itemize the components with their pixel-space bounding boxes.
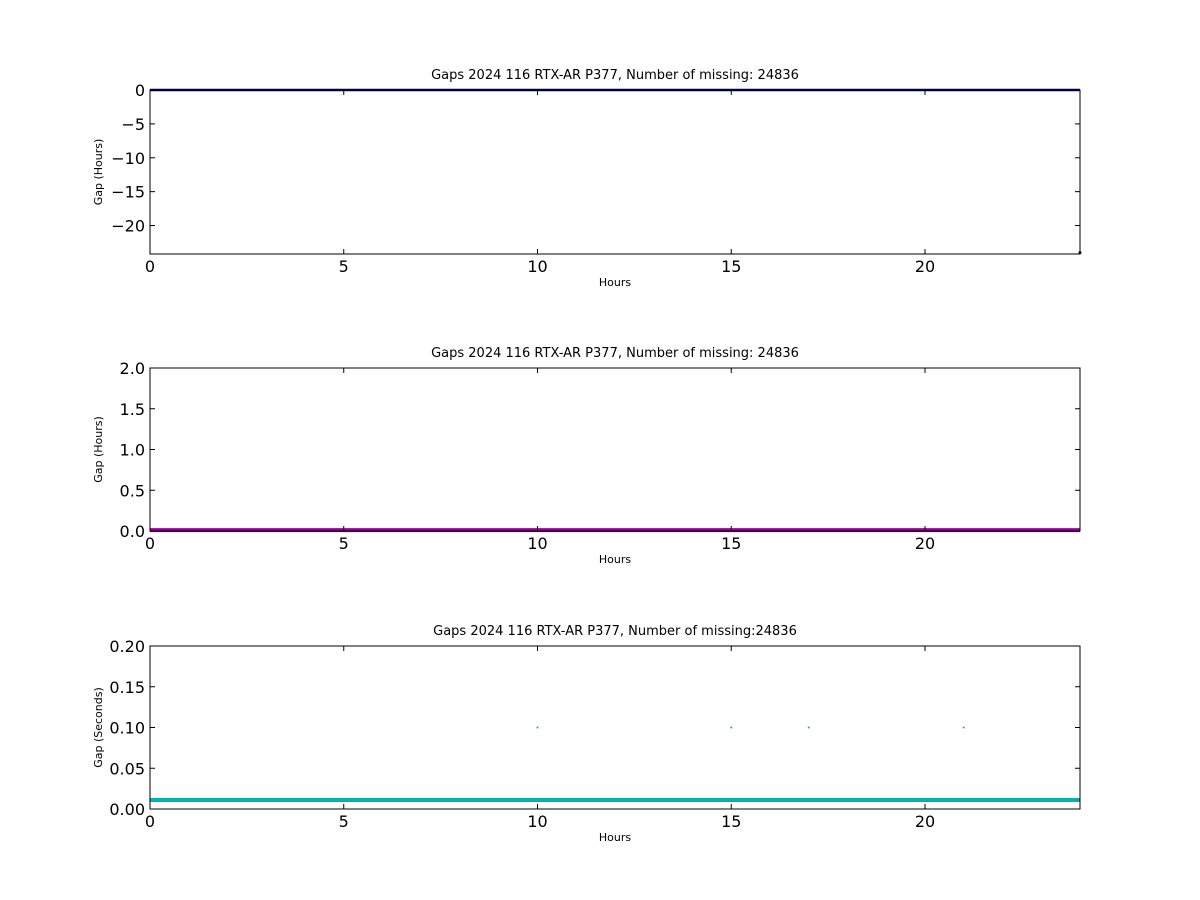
y-tick-label: −10 — [111, 149, 145, 168]
x-axis-label: Hours — [599, 553, 631, 566]
y-tick-label: −5 — [121, 115, 145, 134]
plot-frame — [149, 367, 1081, 532]
y-tick-label: −20 — [111, 217, 145, 236]
y-tick-label: 2.0 — [120, 359, 145, 378]
x-tick-label: 5 — [339, 257, 349, 276]
data-point — [962, 726, 965, 729]
x-tick-label: 5 — [339, 534, 349, 553]
chart-title: Gaps 2024 116 RTX-AR P377, Number of mis… — [431, 68, 799, 83]
chart-panel-1: Gaps 2024 116 RTX-AR P377, Number of mis… — [92, 68, 1082, 289]
y-tick-label: 0.0 — [120, 522, 145, 541]
y-tick-label: 1.5 — [120, 400, 145, 419]
data-point — [536, 726, 539, 729]
x-tick-label: 5 — [339, 812, 349, 831]
x-tick-label: 20 — [915, 257, 935, 276]
data-point — [807, 726, 810, 729]
y-tick-label: 0.00 — [109, 800, 145, 819]
y-tick-label: 0.05 — [109, 759, 145, 778]
y-tick-label: 0.5 — [120, 481, 145, 500]
y-tick-label: 1.0 — [120, 441, 145, 460]
x-tick-label: 15 — [721, 812, 741, 831]
y-tick-label: 0.15 — [109, 678, 145, 697]
x-tick-label: 10 — [527, 812, 547, 831]
x-tick-label: 10 — [527, 534, 547, 553]
y-axis-label: Gap (Seconds) — [92, 687, 105, 768]
x-tick-label: 10 — [527, 257, 547, 276]
data-point — [730, 726, 733, 729]
x-tick-label: 0 — [145, 257, 155, 276]
y-tick-label: 0 — [135, 81, 145, 100]
plot-frame — [149, 645, 1081, 810]
x-tick-label: 20 — [915, 812, 935, 831]
x-axis-label: Hours — [599, 276, 631, 289]
y-tick-label: 0.20 — [109, 637, 145, 656]
chart-title: Gaps 2024 116 RTX-AR P377, Number of mis… — [431, 346, 799, 361]
chart-panel-2: Gaps 2024 116 RTX-AR P377, Number of mis… — [92, 346, 1081, 566]
y-axis-label: Gap (Hours) — [92, 139, 105, 206]
x-tick-label: 0 — [145, 534, 155, 553]
x-tick-label: 20 — [915, 534, 935, 553]
y-axis-label: Gap (Hours) — [92, 416, 105, 483]
x-tick-label: 0 — [145, 812, 155, 831]
plot-frame — [149, 89, 1081, 255]
x-tick-label: 15 — [721, 257, 741, 276]
x-tick-label: 15 — [721, 534, 741, 553]
chart-title: Gaps 2024 116 RTX-AR P377, Number of mis… — [433, 624, 797, 639]
chart-panel-3: Gaps 2024 116 RTX-AR P377, Number of mis… — [92, 624, 1081, 844]
y-tick-label: −15 — [111, 183, 145, 202]
x-axis-label: Hours — [599, 831, 631, 844]
y-tick-label: 0.10 — [109, 719, 145, 738]
